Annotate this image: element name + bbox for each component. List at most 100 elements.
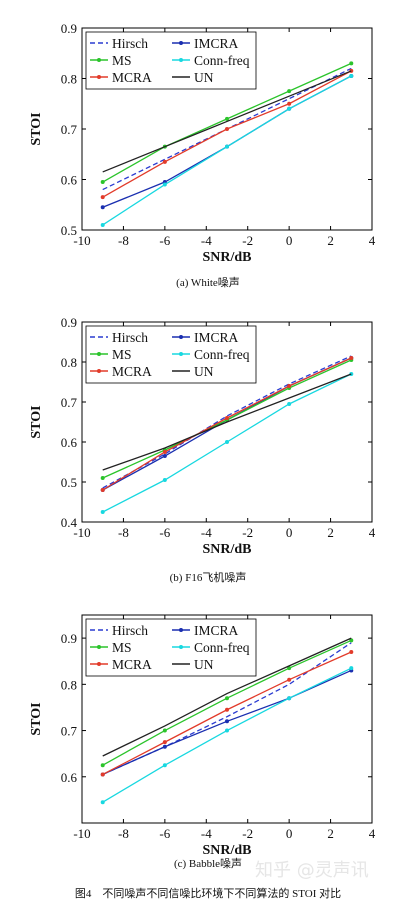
y-tick-label: 0.9	[61, 631, 77, 646]
legend-marker-imcra	[179, 41, 183, 45]
legend-label-un: UN	[194, 70, 214, 85]
data-point-mcra	[100, 488, 105, 492]
data-point-mcra	[162, 450, 167, 454]
y-tick-label: 0.4	[61, 515, 78, 530]
y-axis-label: STOI	[29, 405, 44, 438]
y-tick-label: 0.5	[61, 475, 77, 490]
legend-label-ms: MS	[112, 640, 132, 655]
legend-label-conn-freq: Conn-freq	[194, 640, 250, 655]
x-tick-label: -2	[242, 233, 253, 248]
y-tick-label: 0.6	[61, 435, 78, 450]
series-line-hirsch	[102, 355, 352, 489]
data-point-ms	[349, 638, 354, 643]
subplot-caption-c: (c) Babble噪声	[173, 858, 243, 870]
data-point-imcra	[162, 744, 167, 749]
x-tick-label: -4	[201, 525, 212, 540]
x-tick-label: -2	[242, 826, 253, 841]
x-tick-label: 2	[327, 525, 334, 540]
legend-label-hirsch: Hirsch	[112, 623, 148, 638]
x-tick-label: 4	[369, 826, 376, 841]
y-axis-label: STOI	[29, 702, 44, 735]
y-tick-label: 0.8	[61, 72, 77, 87]
subplot-caption-a: (a) White噪声	[176, 277, 240, 289]
data-point-mcra	[287, 384, 292, 388]
y-tick-label: 0.7	[61, 395, 78, 410]
legend-box	[85, 325, 257, 384]
x-tick-label: -10	[73, 525, 90, 540]
data-point-conn-freq	[349, 666, 354, 671]
legend-marker-imcra	[179, 335, 183, 339]
data-point-conn-freq	[349, 73, 354, 78]
legend-label-ms: MS	[112, 347, 132, 362]
data-point-conn-freq	[100, 800, 105, 805]
x-tick-label: -10	[73, 233, 90, 248]
data-point-mcra	[287, 677, 292, 682]
data-point-conn-freq	[225, 728, 229, 733]
data-point-conn-freq	[100, 510, 105, 514]
data-point-mcra	[349, 649, 354, 654]
legend-label-mcra: MCRA	[112, 364, 152, 379]
data-point-mcra	[100, 195, 105, 200]
series-line-un	[102, 70, 352, 173]
data-point-mcra	[349, 356, 354, 360]
data-point-mcra	[225, 416, 229, 420]
legend-marker-conn-freq	[179, 645, 183, 649]
data-point-mcra	[162, 740, 167, 745]
x-axis-label: SNR/dB	[202, 250, 251, 265]
y-tick-label: 0.7	[61, 122, 78, 137]
y-tick-label: 0.9	[61, 315, 77, 330]
data-point-conn-freq	[162, 182, 167, 187]
data-point-conn-freq	[225, 440, 229, 444]
legend-marker-ms	[97, 645, 101, 649]
legend-marker-mcra	[97, 662, 101, 666]
data-point-ms	[225, 116, 229, 121]
data-point-ms	[349, 61, 354, 66]
data-point-conn-freq	[287, 106, 292, 111]
legend-label-conn-freq: Conn-freq	[194, 347, 250, 362]
subplot-0: -10 -8 -6 -4 -2 0 2 4 0.5 0.6 0.7 0.8 0.9 SNR/dB STOI H…	[29, 21, 376, 265]
legend-label-hirsch: Hirsch	[112, 330, 148, 345]
data-point-mcra	[225, 127, 229, 131]
legend-marker-mcra	[97, 75, 101, 79]
data-point-ms	[287, 666, 292, 671]
data-point-imcra	[162, 454, 167, 458]
x-tick-label: -8	[118, 525, 129, 540]
x-tick-label: 2	[327, 826, 334, 841]
data-point-imcra	[100, 205, 105, 210]
data-point-ms	[100, 180, 105, 185]
data-point-conn-freq	[287, 402, 292, 406]
figure-caption: 图4 不同噪声不同信噪比环境下不同算法的 STOI 对比	[74, 888, 342, 900]
y-tick-label: 0.5	[61, 223, 77, 238]
data-point-imcra	[225, 719, 229, 724]
legend-label-mcra: MCRA	[112, 70, 152, 85]
data-point-mcra	[100, 772, 105, 777]
data-point-ms	[287, 89, 292, 94]
x-tick-label: -4	[201, 826, 212, 841]
data-point-mcra	[162, 159, 167, 164]
legend-box	[85, 618, 257, 677]
subplot-caption-b: (b) F16飞机噪声	[169, 572, 247, 584]
legend-label-un: UN	[194, 657, 214, 672]
watermark-text: 知乎 @灵声讯	[255, 860, 369, 881]
subplot-2: -10 -8 -6 -4 -2 0 2 4 0.6 0.7 0.8 0.9 SNR/dB STOI Hirs…	[29, 614, 376, 858]
x-tick-label: -6	[159, 525, 170, 540]
legend-marker-ms	[97, 352, 101, 356]
subplot-1: -10 -8 -6 -4 -2 0 2 4 0.4 0.5 0.6 0.7 0.8 0.9 SNR/dB ST…	[29, 315, 376, 557]
data-point-ms	[162, 728, 167, 733]
legend-label-un: UN	[194, 364, 214, 379]
data-point-ms	[100, 476, 105, 480]
y-tick-label: 0.7	[61, 724, 78, 739]
x-tick-label: 4	[369, 525, 376, 540]
y-tick-label: 0.8	[61, 355, 77, 370]
data-point-ms	[100, 763, 105, 768]
legend-marker-conn-freq	[179, 352, 183, 356]
x-axis-label: SNR/dB	[202, 542, 251, 557]
data-point-mcra	[225, 707, 229, 712]
y-tick-label: 0.9	[61, 21, 77, 36]
legend-label-imcra: IMCRA	[194, 330, 239, 345]
y-tick-label: 0.6	[61, 770, 78, 785]
legend-marker-mcra	[97, 369, 101, 373]
legend-marker-ms	[97, 58, 101, 62]
data-point-conn-freq	[100, 222, 105, 227]
